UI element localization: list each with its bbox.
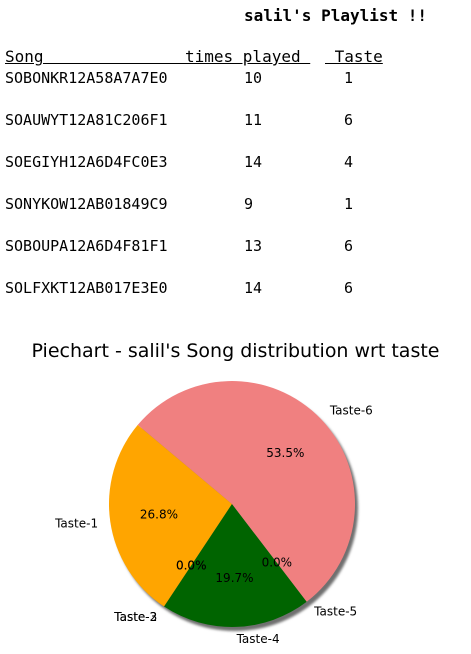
pie-slice-taste-1: [109, 424, 232, 607]
table-row: SOLFXKT12AB017E3E0 14 6: [5, 279, 445, 321]
slice-taste-5-label: Taste-5: [313, 604, 357, 618]
slice-taste-6-label: Taste-6: [329, 404, 373, 418]
header-taste: Taste: [325, 47, 383, 66]
song-id: SOBONKR12A58A7A7E0: [5, 69, 168, 87]
header-song: Song: [5, 47, 44, 66]
table-row: SOEGIYH12A6D4FC0E3 14 4: [5, 153, 445, 195]
slice-taste-6-percent: 53.5%: [266, 446, 304, 460]
chart-title: Piechart - salil's Song distribution wrt…: [31, 340, 440, 362]
taste-value: 1: [344, 69, 354, 87]
taste-value: 6: [344, 111, 354, 129]
song-id: SOAUWYT12A81C206F1: [5, 111, 168, 129]
pie-slice-taste-4: [164, 504, 307, 627]
slice-taste-1-label: Taste-1: [54, 516, 98, 530]
slice-taste-4-label: Taste-4: [236, 632, 280, 646]
table-row: SONYKOW12AB01849C9 9 1: [5, 195, 445, 237]
table-row: SOBOUPA12A6D4F81F1 13 6: [5, 237, 445, 279]
table-row: SOAUWYT12A81C206F1 11 6: [5, 111, 445, 153]
slice-taste-3-label: Taste-3: [113, 610, 157, 624]
header-times-played: times played: [185, 47, 311, 66]
pie-slices: [109, 380, 355, 627]
pie-labels: Taste-1 26.8% Taste-2 0.0% Taste-3 0.0% Taste-…: [54, 404, 373, 647]
times-played: 10: [244, 69, 263, 87]
taste-value: 6: [344, 237, 354, 255]
pie-chart: Taste-1 26.8% Taste-2 0.0% Taste-3 0.0% Taste-…: [54, 380, 373, 647]
times-played: 14: [244, 153, 263, 171]
times-played: 9: [244, 195, 254, 213]
song-id: SONYKOW12AB01849C9: [5, 195, 168, 213]
playlist-table: Song times played Taste SOBONKR12A58A7A7…: [5, 47, 445, 321]
song-id: SOEGIYH12A6D4FC0E3: [5, 153, 168, 171]
slice-taste-4-percent: 19.7%: [215, 571, 253, 585]
slice-taste-5-percent: 0.0%: [262, 556, 293, 570]
table-header: Song times played Taste: [5, 47, 445, 69]
slice-taste-2-label: Taste-2: [113, 610, 157, 624]
times-played: 11: [244, 111, 263, 129]
times-played: 14: [244, 279, 263, 297]
slice-taste-3-percent: 0.0%: [176, 559, 207, 573]
page-title: salil's Playlist !!: [244, 6, 428, 25]
taste-value: 6: [344, 279, 354, 297]
slice-taste-1-percent: 26.8%: [140, 508, 178, 522]
taste-value: 4: [344, 153, 354, 171]
slice-taste-2-percent: 0.0%: [176, 559, 207, 573]
song-id: SOLFXKT12AB017E3E0: [5, 279, 168, 297]
header-song-fill: [43, 47, 188, 66]
times-played: 13: [244, 237, 263, 255]
table-row: SOBONKR12A58A7A7E0 10 1: [5, 69, 445, 111]
pie-slice-taste-6: [137, 380, 355, 602]
taste-value: 1: [344, 195, 354, 213]
song-id: SOBOUPA12A6D4F81F1: [5, 237, 168, 255]
